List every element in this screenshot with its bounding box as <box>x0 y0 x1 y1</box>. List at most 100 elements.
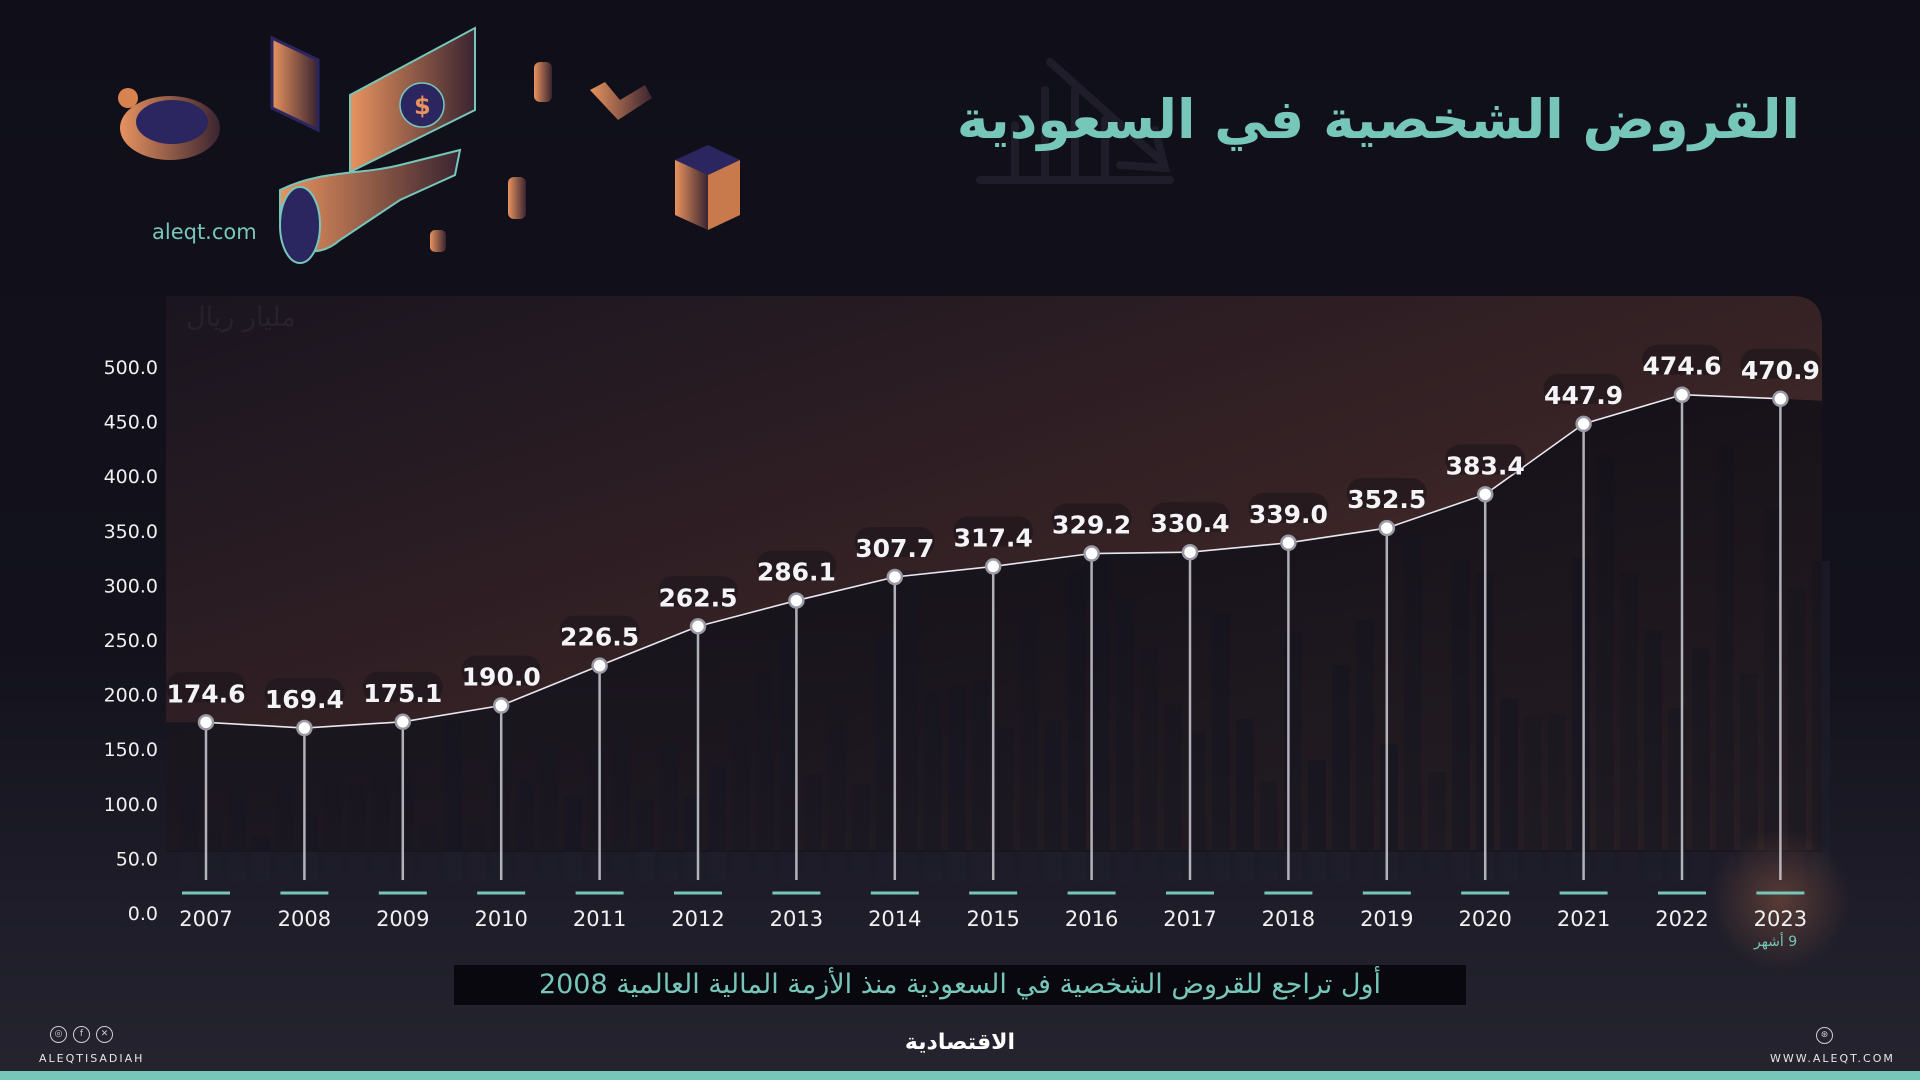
data-point[interactable] <box>1378 519 1396 537</box>
line-chart: 0.0 50.0 100.0 150.0 200.0 250.0 300.0 350.0 400… <box>104 296 1851 970</box>
data-value-label: 175.1 <box>363 679 442 708</box>
brand-logo: الاقتصادية <box>904 1030 1016 1055</box>
x-icon[interactable]: ✕ <box>96 1026 113 1043</box>
data-value-label: 447.9 <box>1544 381 1623 410</box>
value-label-bg <box>166 672 246 703</box>
data-point[interactable] <box>984 558 1002 575</box>
percent-cube-icon <box>675 145 740 230</box>
data-point[interactable] <box>1772 390 1789 408</box>
data-point[interactable] <box>394 713 412 731</box>
y-axis: 0.0 50.0 100.0 150.0 200.0 250.0 300.0 350.0 400… <box>104 357 158 925</box>
value-label-bg <box>756 550 837 581</box>
data-value-label: 174.6 <box>166 679 245 708</box>
data-value-label: 169.4 <box>265 685 344 714</box>
page-title: القروض الشخصية في السعودية <box>956 88 1800 151</box>
data-value-label: 262.5 <box>658 583 737 612</box>
y-tick-label: 450.0 <box>104 412 158 434</box>
money-stack-icon: $ <box>349 26 476 174</box>
x-tick-label: 2009 <box>376 907 429 931</box>
instagram-icon[interactable]: ◎ <box>50 1026 67 1043</box>
y-tick-label: 500.0 <box>104 357 158 379</box>
data-point[interactable] <box>886 568 904 586</box>
value-label-bg <box>658 576 738 607</box>
bottom-accent-strip <box>0 1071 1920 1080</box>
social-icons: ◎ f ✕ <box>50 1026 113 1043</box>
website-link[interactable]: WWW.ALEQT.COM <box>1770 1052 1895 1065</box>
y-tick-label: 250.0 <box>104 630 158 652</box>
x-tick-label: 2011 <box>573 907 626 931</box>
data-value-label: 470.9 <box>1741 356 1820 385</box>
value-label-bg <box>559 615 640 646</box>
y-tick-label: 350.0 <box>104 521 158 543</box>
data-point[interactable] <box>197 714 215 731</box>
data-point[interactable] <box>1575 415 1592 433</box>
data-point[interactable] <box>1181 543 1199 561</box>
checkmark-icon <box>590 82 652 120</box>
declining-chart-watermark-icon <box>976 58 1174 184</box>
data-point[interactable] <box>1476 486 1494 503</box>
x-tick-label: 2017 <box>1163 907 1216 931</box>
partial-year-note: 9 أشهر <box>1754 934 1798 950</box>
x-tick-label: 2015 <box>966 907 1019 931</box>
x-tick-label: 2023 <box>1754 907 1807 931</box>
stopwatch-icon <box>118 88 220 160</box>
data-point[interactable] <box>591 657 608 674</box>
x-tick-label: 2007 <box>179 907 232 931</box>
x-tick-label: 2020 <box>1458 907 1511 931</box>
y-tick-label: 50.0 <box>116 848 158 870</box>
value-label-bg <box>362 671 443 702</box>
x-tick-label: 2019 <box>1360 907 1413 931</box>
value-label-bg <box>1740 348 1821 379</box>
data-point[interactable] <box>1083 545 1100 562</box>
value-label-bg <box>1150 502 1230 533</box>
data-point[interactable] <box>689 618 707 635</box>
value-label-bg <box>953 516 1034 547</box>
x-tick-label: 2008 <box>278 907 331 931</box>
data-point[interactable] <box>1673 386 1691 403</box>
data-value-label: 286.1 <box>757 558 836 587</box>
value-label-bg <box>1543 373 1624 404</box>
data-series: 174.6 169.4 175.1 190.0 226.5 262.5 286.1 307.7… <box>166 344 1821 880</box>
y-tick-label: 150.0 <box>104 739 158 761</box>
data-value-label: 190.0 <box>462 663 541 692</box>
value-label-bg <box>1642 344 1722 375</box>
y-tick-label: 100.0 <box>104 794 158 816</box>
value-label-bg <box>461 655 542 686</box>
y-tick-label: 0.0 <box>128 903 158 925</box>
value-label-bg <box>1248 492 1329 523</box>
x-tick-label: 2018 <box>1262 907 1315 931</box>
data-value-label: 329.2 <box>1052 511 1131 540</box>
x-tick-label: 2016 <box>1065 907 1118 931</box>
data-value-label: 339.0 <box>1249 500 1328 529</box>
data-point[interactable] <box>788 592 805 609</box>
data-point[interactable] <box>492 697 510 714</box>
data-value-label: 352.5 <box>1347 485 1426 514</box>
data-value-label: 330.4 <box>1150 509 1229 538</box>
globe-icon[interactable]: ⊛ <box>1816 1027 1833 1044</box>
value-label-bg <box>854 526 935 557</box>
x-tick-label: 2013 <box>770 907 823 931</box>
y-tick-label: 200.0 <box>104 685 158 707</box>
y-tick-label: 300.0 <box>104 575 158 597</box>
hand-icon <box>279 148 462 264</box>
data-value-label: 226.5 <box>560 623 639 652</box>
data-point[interactable] <box>1280 534 1297 552</box>
hand-holding-money-illustration: $ <box>118 26 740 264</box>
coins-icon <box>430 62 552 252</box>
site-url: aleqt.com <box>152 220 257 244</box>
x-tick-label: 2014 <box>868 907 921 931</box>
x-axis: 2007 2008 2009 2010 2011 2012 2013 2014 2015 2016… <box>179 891 1807 931</box>
data-value-label: 307.7 <box>855 534 934 563</box>
y-tick-label: 400.0 <box>104 466 158 488</box>
subtitle-bar <box>454 965 1466 1005</box>
clipboard-icon <box>270 35 320 133</box>
value-label-bg <box>1445 444 1526 475</box>
social-handle: ALEQTISADIAH <box>39 1052 145 1065</box>
x-tick-label: 2022 <box>1655 907 1708 931</box>
data-point[interactable] <box>296 719 313 737</box>
data-value-label: 474.6 <box>1642 352 1721 381</box>
value-label-bg <box>1346 478 1427 509</box>
chart-subtitle: أول تراجع للقروض الشخصية في السعودية منذ… <box>538 969 1382 1000</box>
facebook-icon[interactable]: f <box>73 1026 90 1043</box>
x-tick-label: 2021 <box>1557 907 1610 931</box>
